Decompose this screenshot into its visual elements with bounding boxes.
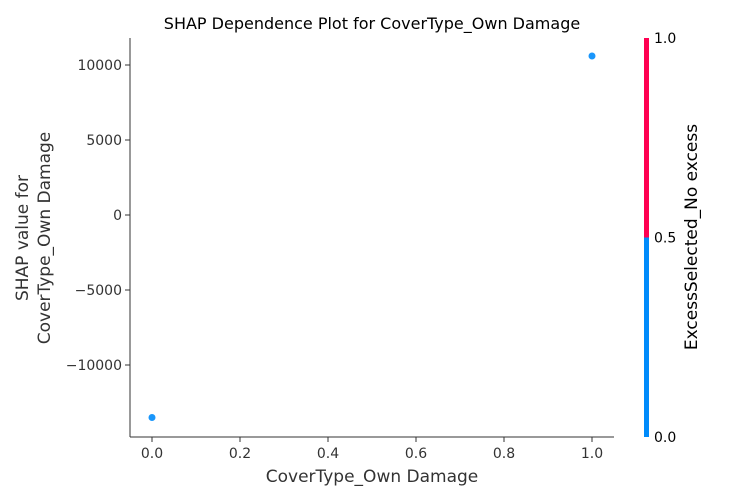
x-tick-label: 0.2 [229, 446, 251, 462]
x-tick-label: 0.8 [493, 446, 515, 462]
y-tick-label: 5000 [86, 133, 122, 149]
x-tick-label: 1.0 [581, 446, 603, 462]
plot-area: 0.0 0.2 0.4 0.6 0.8 1.0 −10000 −5000 0 5000 10000 [66, 38, 614, 462]
y-axis-label: SHAP value for CoverType_Own Damage [13, 132, 55, 345]
colorbar-tick-label: 0.0 [654, 430, 676, 446]
x-tick-label: 0.6 [405, 446, 427, 462]
y-axis-label-line-1: SHAP value for [13, 175, 33, 301]
x-tick-label: 0.4 [317, 446, 339, 462]
colorbar-tick-label: 0.5 [654, 231, 676, 247]
y-axis-label-line-2: CoverType_Own Damage [35, 132, 55, 345]
chart-title: SHAP Dependence Plot for CoverType_Own D… [164, 14, 580, 34]
x-axis-label: CoverType_Own Damage [266, 467, 479, 487]
colorbar-label: ExcessSelected_No excess [682, 124, 702, 350]
x-tick-label: 0.0 [141, 446, 163, 462]
y-tick-label: −5000 [75, 283, 122, 299]
y-tick-label: 10000 [77, 58, 122, 74]
y-tick-label: −10000 [66, 358, 122, 374]
colorbar-high-segment [644, 38, 649, 238]
data-point [148, 414, 156, 421]
colorbar-tick-label: 1.0 [654, 31, 676, 47]
colorbar-low-segment [644, 237, 649, 437]
y-tick-label: 0 [113, 208, 122, 224]
data-point [588, 52, 596, 60]
colorbar: 0.0 0.5 1.0 [644, 31, 676, 446]
